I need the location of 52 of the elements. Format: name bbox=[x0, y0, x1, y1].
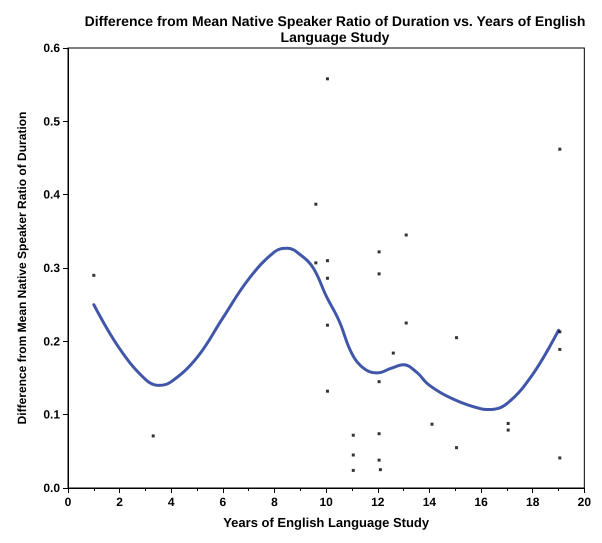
point bbox=[404, 322, 408, 324]
point bbox=[558, 148, 562, 151]
y-tick-label: 0.0 bbox=[43, 481, 60, 495]
point bbox=[392, 352, 395, 355]
y-axis-title: Difference from Mean Native Speaker Ratio of Duration bbox=[15, 112, 29, 424]
x-tick-label: 8 bbox=[271, 495, 278, 509]
point bbox=[314, 202, 318, 206]
x-tick-label: 12 bbox=[371, 495, 385, 509]
point bbox=[152, 434, 155, 438]
x-tick-label: 18 bbox=[526, 495, 540, 509]
x-tick-label: 0 bbox=[64, 495, 72, 509]
point bbox=[378, 250, 381, 254]
point bbox=[378, 380, 381, 384]
point bbox=[326, 324, 329, 327]
point bbox=[326, 390, 329, 393]
point bbox=[378, 272, 381, 276]
x-tick-label: 20 bbox=[578, 495, 592, 509]
chart-title: Difference from Mean Native Speaker Ratio of Duration vs. Years of English Language Study bbox=[84, 13, 586, 45]
x-axis-title: Years of English Language Study bbox=[223, 515, 430, 530]
y-tick-label: 0.1 bbox=[43, 408, 60, 422]
x-tick-label: 2 bbox=[116, 495, 124, 509]
point bbox=[314, 261, 318, 264]
point bbox=[352, 454, 355, 456]
point bbox=[378, 432, 381, 436]
point bbox=[352, 468, 355, 472]
point bbox=[326, 259, 329, 262]
x-tick-label: 14 bbox=[422, 495, 436, 509]
x-tick-label: 4 bbox=[168, 495, 175, 509]
point bbox=[558, 456, 562, 460]
y-tick-label: 0.5 bbox=[43, 114, 60, 128]
point bbox=[430, 422, 434, 426]
point bbox=[378, 468, 382, 472]
y-tick-label: 0.6 bbox=[43, 41, 60, 55]
y-tick-label: 0.3 bbox=[43, 261, 60, 275]
point bbox=[326, 276, 329, 280]
line-series bbox=[92, 246, 560, 412]
point bbox=[455, 336, 458, 340]
point bbox=[506, 422, 510, 425]
y-tick-label: 0.4 bbox=[43, 188, 60, 202]
x-tick-label: 16 bbox=[474, 495, 488, 509]
point bbox=[558, 330, 562, 334]
point bbox=[92, 274, 96, 277]
point bbox=[558, 348, 562, 351]
x-tick-label: 6 bbox=[220, 495, 227, 509]
x-tick-label: 10 bbox=[319, 495, 334, 509]
point bbox=[506, 428, 510, 432]
point bbox=[352, 434, 355, 437]
point bbox=[378, 458, 381, 462]
point bbox=[455, 446, 458, 450]
y-tick-label: 0.2 bbox=[43, 334, 60, 348]
point bbox=[326, 77, 329, 80]
point bbox=[404, 234, 408, 236]
